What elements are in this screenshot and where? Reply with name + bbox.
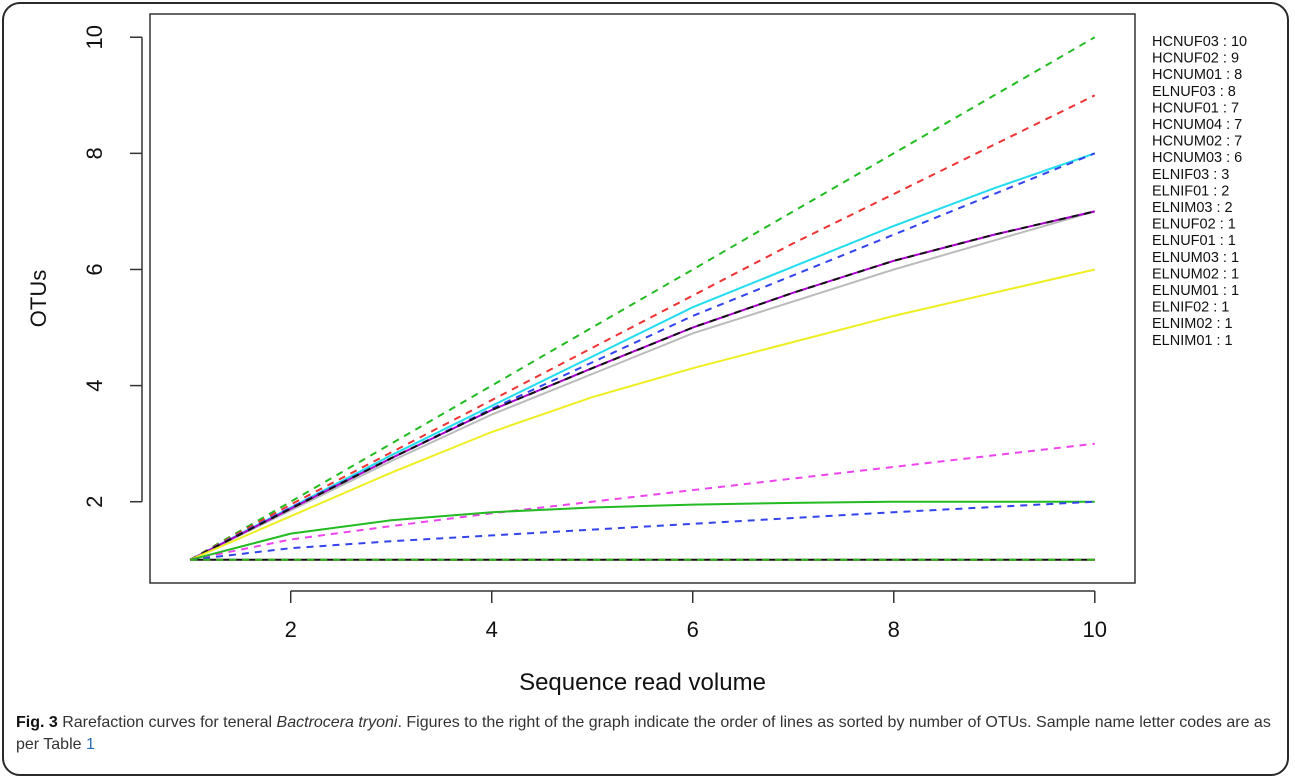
x-tick-label: 6	[687, 617, 699, 642]
x-tick-label: 4	[486, 617, 498, 642]
figure-caption: Fig. 3 Rarefaction curves for teneral Ba…	[16, 712, 1276, 756]
y-tick-label: 8	[82, 147, 107, 159]
x-tick-label: 2	[285, 617, 297, 642]
plot-area-border	[149, 13, 1136, 584]
series-line-3	[189, 152, 1096, 561]
series-line-4	[189, 152, 1096, 561]
series-line-11	[190, 500, 1095, 561]
y-tick-label: 6	[82, 263, 107, 275]
series-line-6	[189, 210, 1096, 561]
legend-entry: HCNUM02 : 7	[1152, 134, 1242, 150]
x-tick-label: 8	[888, 617, 900, 642]
legend-entry: ELNUM01 : 1	[1152, 283, 1239, 299]
caption-species: Bactrocera tryoni	[276, 714, 398, 731]
series-line-5	[189, 210, 1096, 561]
legend-entry: HCNUF02 : 9	[1152, 51, 1239, 67]
legend-entry: ELNUF03 : 8	[1152, 84, 1236, 100]
legend-entry: ELNIF01 : 2	[1152, 183, 1229, 199]
legend-entry: ELNIF03 : 3	[1152, 167, 1229, 183]
legend-entry: ELNUF01 : 1	[1152, 233, 1236, 249]
legend-entry: ELNIM03 : 2	[1152, 200, 1233, 216]
y-axis-label: OTUs	[26, 270, 51, 327]
legend-entry: HCNUF03 : 10	[1152, 34, 1247, 50]
series-line-1	[189, 36, 1096, 561]
legend-entry: ELNUM03 : 1	[1152, 250, 1239, 266]
x-tick-label: 10	[1083, 617, 1107, 642]
y-tick-label: 10	[82, 25, 107, 49]
series-line-9	[190, 442, 1095, 561]
caption-text-1: Rarefaction curves for teneral	[57, 714, 277, 731]
legend-entry: HCNUM03 : 6	[1152, 150, 1242, 166]
y-tick-label: 2	[82, 496, 107, 508]
series-line-2	[189, 94, 1096, 561]
legend-entry: ELNUM02 : 1	[1152, 266, 1239, 282]
legend-entry: HCNUM04 : 7	[1152, 117, 1242, 133]
x-axis-label: Sequence read volume	[519, 669, 766, 696]
series-line-7	[189, 210, 1096, 561]
legend-entry: ELNIF02 : 1	[1152, 300, 1229, 316]
series-line-8	[189, 268, 1096, 561]
x-axis: 2 4 6 8 10	[285, 590, 1107, 642]
legend-entry: ELNIM02 : 1	[1152, 316, 1233, 332]
y-tick-label: 4	[82, 379, 107, 391]
y-axis: 2 4 6 8 10	[82, 25, 143, 508]
series-line-10	[189, 500, 1095, 561]
caption-text-2: . Figures to the right of the graph indi…	[16, 714, 1271, 753]
table-link[interactable]: 1	[85, 736, 95, 753]
legend-entry: ELNIM01 : 1	[1152, 333, 1233, 349]
legend-entry: HCNUM01 : 8	[1152, 67, 1242, 83]
legend-entry: ELNUF02 : 1	[1152, 217, 1236, 233]
series-layer	[189, 36, 1096, 561]
figure-label: Fig. 3	[16, 714, 58, 731]
legend-entry: HCNUF01 : 7	[1152, 100, 1239, 116]
